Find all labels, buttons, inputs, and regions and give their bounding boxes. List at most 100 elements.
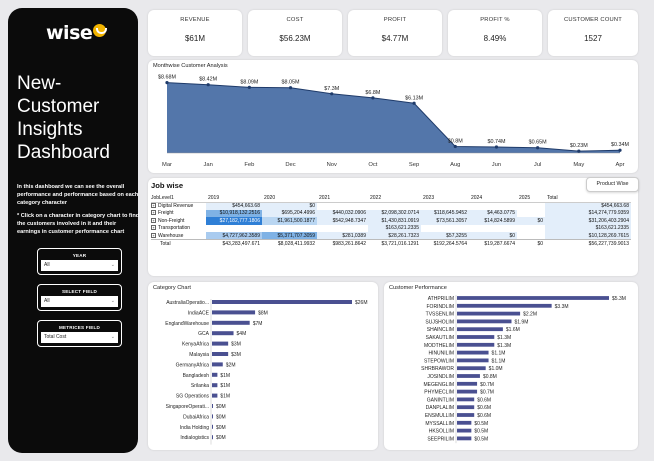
column-header[interactable]: 2020 — [262, 194, 317, 203]
bar[interactable] — [212, 352, 229, 356]
column-header[interactable]: Total — [545, 194, 631, 203]
data-point[interactable] — [371, 96, 375, 100]
bar[interactable] — [457, 389, 478, 394]
data-point[interactable] — [536, 146, 540, 150]
bar[interactable] — [212, 383, 218, 388]
bar[interactable] — [212, 300, 352, 304]
bar[interactable] — [457, 327, 503, 332]
x-tick-label: May — [573, 162, 584, 168]
bar[interactable] — [457, 335, 495, 339]
jobwise-panel: Job wise Product Wise JobLevel1 2019 2020 2… — [148, 177, 639, 276]
bar[interactable] — [457, 420, 472, 425]
data-label: $0.74M — [487, 139, 505, 145]
table-cell — [517, 232, 545, 240]
bar[interactable] — [457, 374, 480, 378]
column-header[interactable]: 2023 — [421, 194, 469, 203]
bar[interactable] — [457, 319, 512, 324]
bar[interactable] — [457, 428, 472, 433]
bar[interactable] — [457, 366, 486, 371]
data-point[interactable] — [247, 85, 251, 89]
bar[interactable] — [457, 303, 552, 308]
bar-category-label: IndiaACE — [188, 310, 210, 316]
bar[interactable] — [457, 436, 472, 441]
bar-category-label: PHYMECLIM — [424, 390, 454, 396]
data-point[interactable] — [618, 148, 622, 152]
bar[interactable] — [212, 435, 213, 440]
table-cell: $454,663.68 — [545, 202, 631, 210]
data-point[interactable] — [412, 101, 416, 105]
bar[interactable] — [212, 393, 218, 398]
data-point[interactable] — [577, 149, 581, 153]
column-header[interactable]: 2024 — [469, 194, 517, 203]
data-point[interactable] — [288, 86, 293, 90]
table-row[interactable]: + Non-Freight $27,182,777.1806 $1,961,500.1… — [151, 217, 631, 225]
column-header[interactable]: 2025 — [517, 194, 545, 203]
column-header[interactable]: JobLevel1 — [151, 194, 206, 203]
bar-value-label: $1.9M — [514, 319, 528, 325]
monthwise-area-chart: $8.68M Mar $8.42M Jan $8.09M Feb $8.05M Dec $7.3… — [158, 75, 629, 168]
bar[interactable] — [457, 311, 521, 316]
jobwise-title: Job wise — [151, 181, 184, 190]
bar[interactable] — [212, 320, 250, 325]
data-point[interactable] — [206, 83, 210, 87]
table-cell: $56,227,739.9013 — [545, 239, 631, 247]
bar[interactable] — [212, 404, 213, 408]
select-field-select[interactable]: All ⌄ — [41, 296, 118, 307]
bar[interactable] — [212, 310, 256, 315]
bar-category-label: SHRBRAWOR — [421, 366, 454, 372]
row-label-text: Freight — [158, 210, 174, 217]
data-point[interactable] — [330, 92, 334, 96]
column-header[interactable]: 2021 — [317, 194, 368, 203]
bar-value-label: $0.6M — [477, 405, 491, 411]
bar[interactable] — [212, 414, 213, 419]
data-label: $8.68M — [158, 75, 176, 81]
table-row[interactable]: + Freight $10,918,132.2516 $695,204.4996 $44… — [151, 209, 631, 217]
category-bar-chart: AustraliaOperatio... $26M IndiaACE $8M Engla… — [165, 299, 368, 445]
column-header[interactable]: 2019 — [206, 194, 262, 203]
x-tick-label: Feb — [244, 162, 254, 168]
bar-value-label: $8M — [258, 310, 268, 316]
bar-category-label: MODTHELIM — [424, 343, 454, 349]
bar[interactable] — [457, 350, 489, 355]
expand-plus-icon[interactable]: + — [151, 210, 156, 216]
bar[interactable] — [457, 413, 475, 417]
bar[interactable] — [457, 405, 475, 410]
product-wise-button[interactable]: Product Wise — [586, 177, 639, 192]
bar[interactable] — [457, 397, 475, 402]
table-row[interactable]: + Transportation $163,621.2335 $163,621.233… — [151, 224, 631, 232]
expand-plus-icon[interactable]: + — [151, 232, 156, 238]
select-field-filter: SELECT FIELD All ⌄ — [37, 284, 122, 311]
bar[interactable] — [457, 296, 609, 300]
data-point[interactable] — [165, 80, 169, 85]
dashboard-note: * Click on a character in category chart… — [17, 213, 140, 235]
bar[interactable] — [457, 358, 489, 363]
bar-category-label: FORINDLIM — [427, 304, 455, 310]
expand-plus-icon[interactable]: + — [151, 203, 156, 209]
expand-plus-icon[interactable]: + — [151, 217, 156, 223]
table-row[interactable]: + Warehouse $4,727,962.3589 $5,371,707.3059… — [151, 232, 631, 240]
bar[interactable] — [212, 362, 223, 367]
bar-category-label: Srilanka — [191, 383, 209, 389]
bar-value-label: $0.5M — [474, 429, 488, 435]
bar[interactable] — [457, 381, 478, 386]
expand-plus-icon[interactable]: + — [151, 225, 156, 231]
bar[interactable] — [212, 341, 229, 346]
bar[interactable] — [212, 372, 218, 377]
bar-value-label: $0.6M — [477, 397, 491, 403]
bar[interactable] — [457, 342, 495, 347]
bar[interactable] — [212, 424, 213, 429]
table-cell: $31,206,403.2904 — [545, 217, 631, 225]
table-row[interactable]: Total $43,283,497.671 $8,028,411.9932 $983,… — [151, 239, 631, 247]
bar-category-label: GermanyAfrica — [176, 362, 210, 368]
year-filter-label: YEAR — [72, 253, 87, 258]
bar-value-label: $1.1M — [492, 358, 506, 364]
bar-category-label: MEGENGLIM — [423, 382, 454, 388]
year-select-value: All — [44, 262, 50, 268]
bar[interactable] — [212, 331, 234, 336]
table-row[interactable]: + Digital Revenue $454,663.68 $0 $454,663.68 — [151, 202, 631, 210]
column-header[interactable]: 2022 — [368, 194, 421, 203]
data-point[interactable] — [453, 144, 457, 149]
metrices-field-select[interactable]: Total Cost ⌄ — [41, 332, 118, 343]
data-point[interactable] — [494, 145, 499, 149]
year-select[interactable]: All ⌄ — [41, 260, 118, 271]
